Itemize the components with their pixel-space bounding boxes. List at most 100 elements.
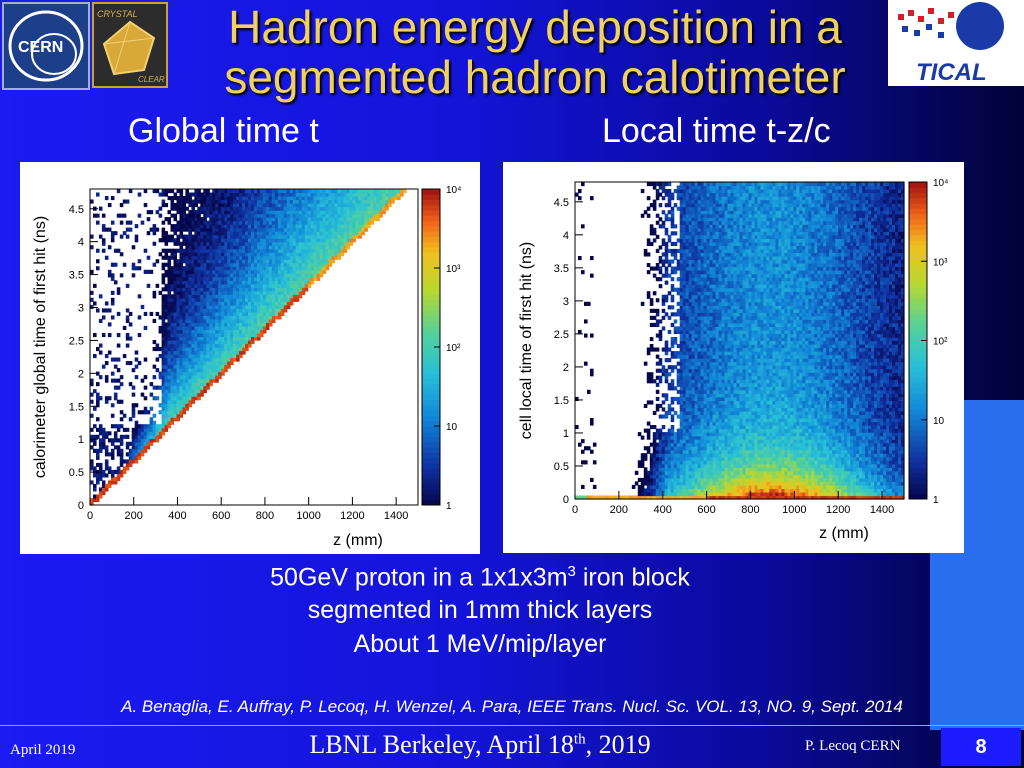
heatmap-cell: [96, 452, 100, 457]
heatmap-cell: [346, 203, 350, 208]
y-axis-label: calorimeter global time of first hit (ns…: [32, 216, 49, 478]
heatmap-cell: [233, 196, 237, 201]
heatmap-cell: [170, 375, 175, 380]
heatmap-cell: [298, 241, 303, 246]
colorbar-segment: [422, 210, 440, 216]
heatmap-cell: [691, 238, 696, 243]
heatmap-cell: [131, 434, 136, 439]
heatmap-cell: [170, 410, 175, 415]
heatmap-cell: [206, 329, 210, 334]
heatmap-cell: [697, 358, 702, 363]
heatmap-cell: [167, 318, 172, 324]
heatmap-cell: [155, 259, 160, 264]
heatmap-cell: [655, 322, 660, 328]
heatmap-cell: [161, 427, 166, 432]
heatmap-cell: [221, 329, 225, 334]
heatmap-cell: [173, 392, 178, 397]
colorbar-segment: [422, 231, 440, 237]
y-tick-label: 3: [78, 303, 84, 315]
heatmap-cell: [658, 432, 663, 437]
heatmap-cell: [236, 315, 240, 320]
heatmap-cell: [709, 477, 714, 483]
heatmap-cell: [694, 407, 699, 412]
heatmap-cell: [700, 294, 705, 299]
heatmap-cell: [682, 432, 687, 437]
heatmap-cell: [673, 365, 678, 370]
heatmap-cell: [101, 441, 106, 446]
heatmap-cell: [679, 379, 684, 384]
heatmap-cell: [403, 189, 407, 194]
heatmap-cell: [179, 262, 184, 267]
heatmap-cell: [227, 210, 231, 215]
heatmap-cell: [182, 410, 186, 415]
heatmap-cell: [227, 361, 231, 366]
heatmap-cell: [349, 213, 353, 218]
heatmap-cell: [670, 474, 675, 479]
heatmap-cell: [131, 406, 136, 411]
heatmap-cell: [101, 364, 106, 369]
heatmap-cell: [706, 206, 711, 211]
heatmap-cell: [706, 203, 711, 208]
heatmap-cell: [301, 287, 306, 292]
heatmap-cell: [197, 241, 201, 246]
heatmap-cell: [676, 492, 681, 497]
heatmap-cell: [260, 273, 264, 278]
heatmap-cell: [218, 241, 222, 246]
heatmap-cell: [697, 379, 702, 384]
heatmap-cell: [233, 189, 237, 194]
heatmap-cell: [328, 203, 333, 208]
heatmap-cell: [679, 333, 684, 338]
heatmap-cell: [685, 199, 690, 204]
heatmap-cell: [104, 448, 109, 453]
heatmap-cell: [280, 301, 285, 306]
heatmap-cell: [703, 326, 708, 331]
heatmap-cell: [182, 297, 186, 302]
heatmap-cell: [245, 329, 249, 334]
heatmap-cell: [200, 385, 204, 390]
heatmap-cell: [646, 263, 651, 268]
heatmap-cell: [233, 304, 237, 310]
heatmap-cell: [679, 474, 684, 479]
heatmap-cell: [230, 255, 234, 260]
heatmap-cell: [257, 206, 261, 211]
heatmap-cell: [688, 372, 693, 377]
heatmap-cell: [101, 469, 106, 475]
heatmap-cell: [236, 220, 240, 225]
heatmap-cell: [110, 220, 115, 225]
heatmap-cell: [194, 389, 198, 394]
heatmap-cell: [667, 453, 672, 458]
heatmap-cell: [251, 217, 255, 222]
heatmap-cell: [319, 248, 324, 253]
heatmap-cell: [245, 255, 249, 260]
heatmap-cell: [283, 241, 288, 246]
heatmap-cell: [274, 276, 279, 281]
heatmap-cell: [119, 399, 124, 404]
heatmap-cell: [221, 234, 225, 239]
heatmap-cell: [200, 308, 204, 313]
heatmap-cell: [664, 481, 669, 486]
heatmap-cell: [265, 189, 270, 194]
heatmap-cell: [101, 315, 106, 320]
heatmap-cell: [170, 333, 175, 338]
heatmap-cell: [200, 227, 204, 232]
heatmap-cell: [167, 385, 172, 390]
heatmap-cell: [224, 206, 228, 211]
heatmap-cell: [688, 418, 693, 423]
heatmap-cell: [706, 231, 711, 236]
heatmap-cell: [295, 213, 300, 218]
heatmap-cell: [107, 322, 112, 327]
heatmap-cell: [119, 252, 124, 257]
heatmap-cell: [143, 375, 148, 380]
heatmap-cell: [221, 368, 225, 373]
heatmap-cell: [688, 421, 693, 426]
heatmap-cell: [164, 283, 169, 288]
heatmap-cell: [188, 361, 192, 366]
heatmap-cell: [96, 448, 100, 453]
heatmap-cell: [203, 227, 207, 232]
heatmap-cell: [215, 375, 219, 380]
heatmap-cell: [343, 203, 348, 208]
heatmap-cell: [709, 298, 714, 303]
heatmap-cell: [194, 276, 198, 281]
heatmap-cell: [197, 206, 201, 211]
heatmap-cell: [352, 238, 356, 243]
